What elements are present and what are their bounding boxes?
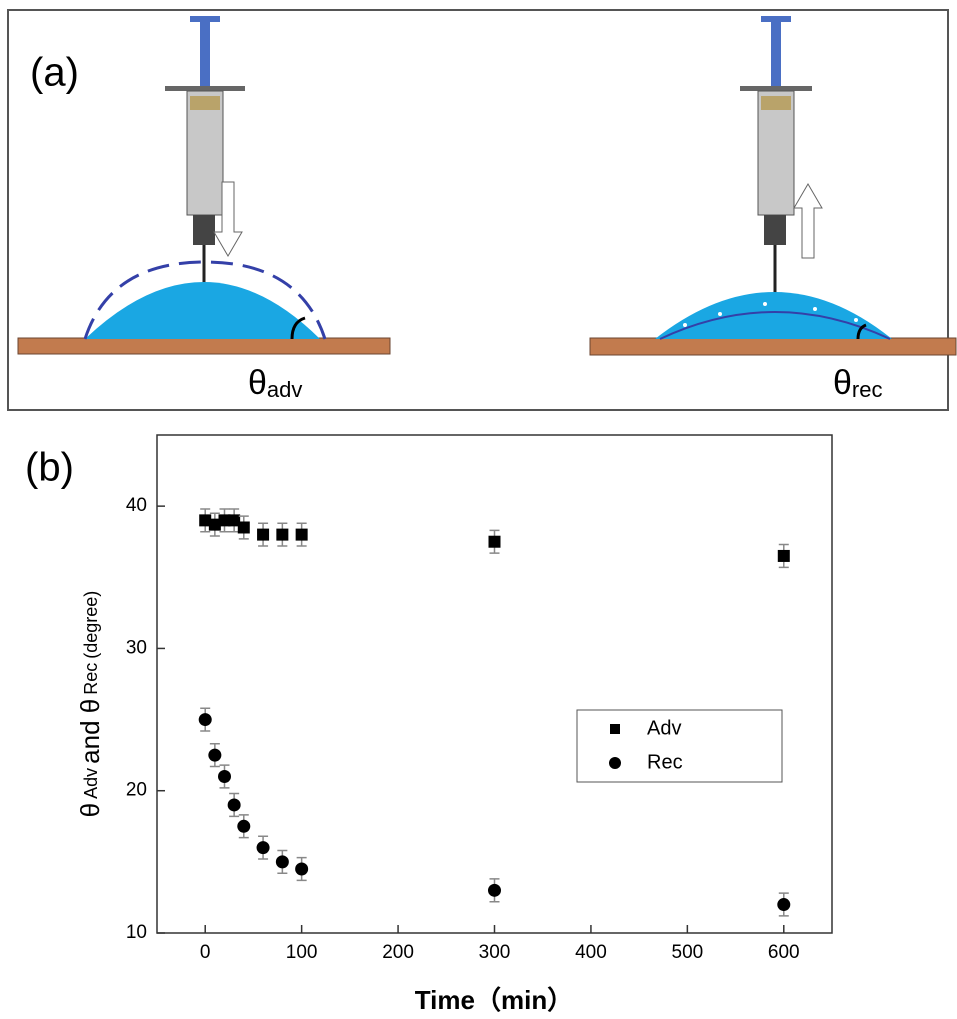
marker (295, 528, 308, 541)
panel-b: (b) Time（min） (25, 446, 573, 1015)
drop-right (655, 292, 892, 339)
legend-marker (610, 724, 620, 734)
x-tick-label: 300 (479, 942, 511, 963)
theta-symbol: θ (833, 364, 852, 402)
legend-marker (609, 757, 621, 769)
theta-subscript: adv (267, 377, 302, 402)
y-tick-label: 40 (126, 495, 147, 516)
panel-b-label: (b) (25, 446, 74, 490)
y-axis-title-part: Adv (81, 768, 101, 799)
marker (276, 528, 289, 541)
x-axis-title: Time（min） (415, 985, 573, 1015)
marker (199, 514, 212, 527)
marker (777, 898, 791, 912)
y-tick-label: 30 (126, 637, 147, 658)
theta-rec-label: θrec (833, 364, 882, 402)
theta-subscript: rec (852, 377, 883, 402)
marker (208, 518, 221, 531)
marker (777, 549, 790, 562)
y-axis-title: θ Adv and θ Rec (degree) (75, 591, 105, 818)
syringe-right (740, 16, 823, 300)
y-tick-label: 10 (126, 922, 147, 943)
marker (218, 514, 231, 527)
angle-adv (290, 316, 306, 340)
marker (275, 855, 289, 869)
x-tick-label: 200 (382, 942, 414, 963)
x-tick-label: 0 (200, 942, 211, 963)
y-axis-title-part: (degree) (81, 591, 101, 659)
y-tick-label: 20 (126, 780, 147, 801)
angle-rec (856, 323, 867, 340)
marker (227, 798, 241, 812)
x-tick-label: 500 (672, 942, 704, 963)
y-axis-title-part: Rec (81, 663, 101, 695)
marker (257, 528, 270, 541)
marker (237, 521, 250, 534)
marker (228, 514, 241, 527)
receding-dots (683, 302, 858, 327)
marker (256, 841, 270, 855)
marker (488, 535, 501, 548)
panel-a-label: (a) (30, 51, 79, 95)
substrate-right (589, 337, 957, 356)
panel-a: (a) θadv (7, 9, 957, 411)
marker (198, 713, 212, 727)
x-tick-label: 600 (768, 942, 800, 963)
y-axis-title-part: and θ (75, 699, 105, 764)
y-axis-title-part: θ (75, 803, 105, 817)
marker (237, 819, 251, 833)
marker (488, 883, 501, 897)
syringe-left (165, 16, 245, 285)
advancing-outline (83, 260, 327, 340)
substrate-left (17, 337, 391, 355)
marker (295, 862, 309, 876)
marker (218, 769, 231, 783)
x-tick-label: 100 (286, 942, 318, 963)
x-tick-label: 400 (575, 942, 607, 963)
drop-left (85, 282, 320, 339)
theta-adv-label: θadv (248, 364, 302, 402)
theta-symbol: θ (248, 364, 267, 402)
legend-box (576, 709, 783, 783)
legend-label: Rec (647, 751, 683, 773)
marker (208, 748, 222, 762)
legend-label: Adv (647, 717, 681, 739)
